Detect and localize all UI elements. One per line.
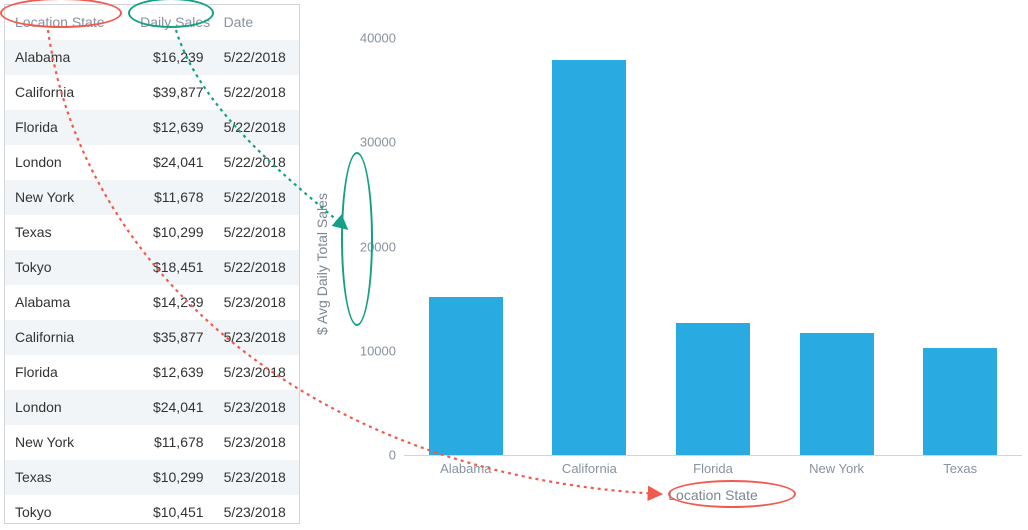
table-row: Alabama$16,2395/22/2018 xyxy=(5,40,299,75)
col-header-sales: Daily Sales xyxy=(130,5,213,40)
x-tick-label: New York xyxy=(809,455,864,476)
table-cell: $16,239 xyxy=(130,40,213,75)
table-cell: 5/23/2018 xyxy=(214,390,299,425)
y-tick-label: 30000 xyxy=(348,135,396,150)
table-row: California$35,8775/23/2018 xyxy=(5,320,299,355)
table-cell: 5/22/2018 xyxy=(214,40,299,75)
table-cell: $35,877 xyxy=(130,320,213,355)
table-cell: $10,299 xyxy=(130,460,213,495)
table-cell: $12,639 xyxy=(130,110,213,145)
table-cell: 5/22/2018 xyxy=(214,110,299,145)
table-cell: 5/23/2018 xyxy=(214,285,299,320)
table-cell: Texas xyxy=(5,460,130,495)
col-header-date: Date xyxy=(214,5,299,40)
table-cell: 5/23/2018 xyxy=(214,495,299,530)
table-cell: California xyxy=(5,320,130,355)
table-cell: London xyxy=(5,145,130,180)
table-row: Tokyo$18,4515/22/2018 xyxy=(5,250,299,285)
col-header-state: Location State xyxy=(5,5,130,40)
table-row: Florida$12,6395/23/2018 xyxy=(5,355,299,390)
table-cell: New York xyxy=(5,180,130,215)
table-row: Alabama$14,2395/23/2018 xyxy=(5,285,299,320)
table-cell: 5/23/2018 xyxy=(214,355,299,390)
table-row: Texas$10,2995/23/2018 xyxy=(5,460,299,495)
table-row: London$24,0415/22/2018 xyxy=(5,145,299,180)
table-cell: $12,639 xyxy=(130,355,213,390)
table-row: New York$11,6785/23/2018 xyxy=(5,425,299,460)
y-tick-label: 20000 xyxy=(348,239,396,254)
table-cell: 5/22/2018 xyxy=(214,250,299,285)
table-cell: Texas xyxy=(5,215,130,250)
table-cell: $14,239 xyxy=(130,285,213,320)
x-tick-label: Florida xyxy=(693,455,733,476)
bar xyxy=(552,60,626,455)
data-table: Location State Daily Sales Date Alabama$… xyxy=(4,4,300,524)
y-tick-label: 40000 xyxy=(348,31,396,46)
table-cell: 5/22/2018 xyxy=(214,180,299,215)
table-row: Florida$12,6395/22/2018 xyxy=(5,110,299,145)
table-row: London$24,0415/23/2018 xyxy=(5,390,299,425)
table-cell: 5/22/2018 xyxy=(214,215,299,250)
table-body: Alabama$16,2395/22/2018California$39,877… xyxy=(5,40,299,530)
table-header-row: Location State Daily Sales Date xyxy=(5,5,299,40)
table-cell: $11,678 xyxy=(130,180,213,215)
x-tick-label: California xyxy=(562,455,617,476)
bar xyxy=(676,323,750,455)
table-row: Tokyo$10,4515/23/2018 xyxy=(5,495,299,530)
table-cell: Florida xyxy=(5,355,130,390)
table-cell: London xyxy=(5,390,130,425)
table-row: Texas$10,2995/22/2018 xyxy=(5,215,299,250)
table-cell: $24,041 xyxy=(130,145,213,180)
y-tick-label: 10000 xyxy=(348,343,396,358)
table-cell: New York xyxy=(5,425,130,460)
table-cell: 5/23/2018 xyxy=(214,320,299,355)
table-cell: Alabama xyxy=(5,40,130,75)
table-cell: Florida xyxy=(5,110,130,145)
x-tick-label: Alabama xyxy=(440,455,491,476)
table-cell: 5/23/2018 xyxy=(214,425,299,460)
x-axis-label: Location State xyxy=(668,487,758,503)
y-axis-label: $ Avg Daily Total Sales xyxy=(314,193,330,335)
table-cell: 5/22/2018 xyxy=(214,75,299,110)
table-cell: $10,451 xyxy=(130,495,213,530)
bar xyxy=(923,348,997,455)
table-row: New York$11,6785/22/2018 xyxy=(5,180,299,215)
y-tick-label: 0 xyxy=(348,448,396,463)
table-cell: Tokyo xyxy=(5,495,130,530)
table-cell: California xyxy=(5,75,130,110)
table-cell: 5/22/2018 xyxy=(214,145,299,180)
bar-chart: $ Avg Daily Total Sales Location State 0… xyxy=(300,4,1024,524)
bar xyxy=(429,297,503,455)
table-cell: $18,451 xyxy=(130,250,213,285)
x-tick-label: Texas xyxy=(943,455,977,476)
table-cell: Tokyo xyxy=(5,250,130,285)
table-cell: 5/23/2018 xyxy=(214,460,299,495)
table-cell: $24,041 xyxy=(130,390,213,425)
table-cell: $10,299 xyxy=(130,215,213,250)
table-cell: $39,877 xyxy=(130,75,213,110)
table-row: California$39,8775/22/2018 xyxy=(5,75,299,110)
bar xyxy=(800,333,874,455)
table-cell: Alabama xyxy=(5,285,130,320)
plot-area: Location State 010000200003000040000Alab… xyxy=(404,38,1022,456)
table-cell: $11,678 xyxy=(130,425,213,460)
